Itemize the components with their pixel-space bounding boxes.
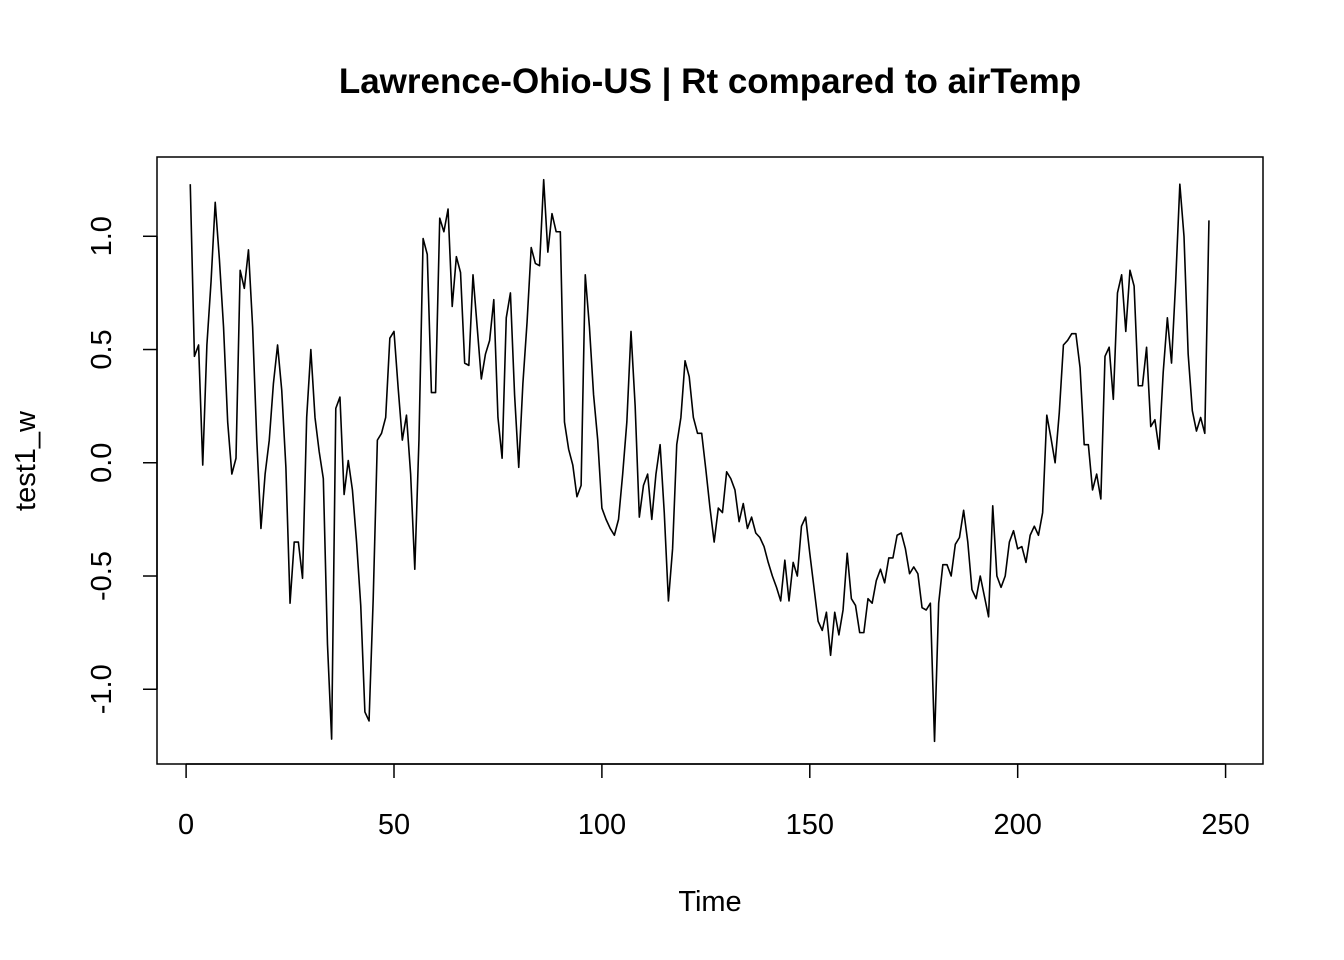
x-tick-label: 0 — [178, 809, 194, 841]
y-tick-label: 0.0 — [86, 443, 118, 483]
y-axis: -1.0 -0.5 0.0 0.5 1.0 — [86, 216, 158, 714]
x-axis-label: Time — [678, 886, 741, 918]
y-tick-label: -0.5 — [86, 551, 118, 601]
y-tick-label: -1.0 — [86, 664, 118, 714]
chart-title: Lawrence-Ohio-US | Rt compared to airTem… — [339, 62, 1081, 101]
plot-frame — [156, 156, 1264, 765]
y-tick-label: 0.5 — [86, 329, 118, 369]
x-tick-label: 150 — [786, 809, 834, 841]
x-tick-label: 250 — [1201, 809, 1249, 841]
x-tick-label: 50 — [378, 809, 410, 841]
y-tick-label: 1.0 — [86, 216, 118, 256]
x-axis: 0 50 100 150 200 250 — [178, 763, 1250, 841]
series-line — [189, 178, 1210, 743]
x-tick-label: 200 — [993, 809, 1041, 841]
x-tick-label: 100 — [578, 809, 626, 841]
y-axis-label: test1_w — [10, 410, 42, 511]
